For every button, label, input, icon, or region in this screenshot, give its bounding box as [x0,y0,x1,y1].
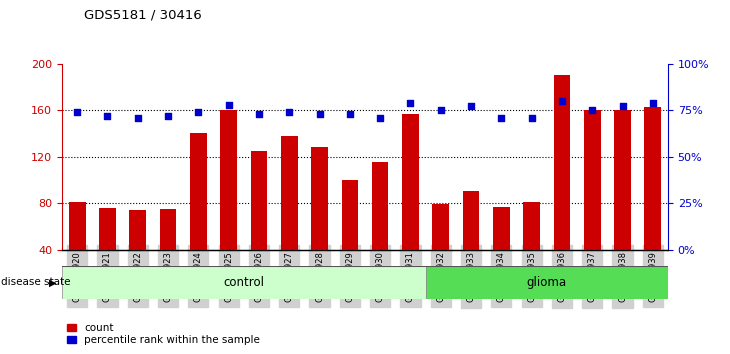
Bar [62,266,426,299]
Point [253,111,265,117]
Text: glioma: glioma [527,276,566,289]
Bar [523,202,540,250]
Bar [250,151,267,250]
Bar [426,266,668,299]
Text: ▶: ▶ [49,277,56,287]
Point [435,107,447,113]
Text: GDS5181 / 30416: GDS5181 / 30416 [84,9,201,22]
Text: disease state: disease state [1,277,71,287]
Point [223,102,234,107]
Bar [281,136,298,250]
Bar [69,202,85,250]
Point [132,115,144,120]
Bar [220,110,237,250]
Point [314,111,326,117]
Bar [190,133,207,250]
Bar [99,208,116,250]
Point [586,107,598,113]
Bar [160,209,177,250]
Bar [553,75,570,250]
Point [193,109,204,115]
Point [496,115,507,120]
Bar [463,192,480,250]
Bar [645,107,661,250]
Bar [493,207,510,250]
Point [101,113,113,119]
Bar [614,110,631,250]
Point [465,104,477,109]
Point [617,104,629,109]
Point [647,100,658,105]
Point [374,115,386,120]
Point [526,115,537,120]
Bar [342,180,358,250]
Legend: count, percentile rank within the sample: count, percentile rank within the sample [67,323,260,345]
Text: control: control [223,276,264,289]
Bar [372,162,388,250]
Bar [584,110,601,250]
Bar [311,147,328,250]
Bar [402,114,419,250]
Point [72,109,83,115]
Point [344,111,356,117]
Point [404,100,416,105]
Bar [129,210,146,250]
Point [556,98,568,104]
Point [162,113,174,119]
Point [283,109,295,115]
Bar [432,204,449,250]
